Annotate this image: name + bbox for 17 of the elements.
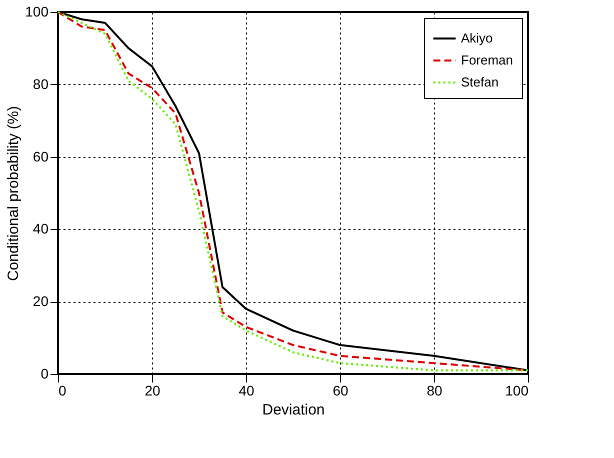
y-tick-label: 80 — [32, 76, 49, 92]
y-tick-label: 100 — [25, 4, 49, 20]
x-tick-label: 100 — [505, 382, 529, 398]
y-axis-title: Conditional probability (%) — [5, 106, 22, 282]
x-tick-label: 80 — [426, 382, 442, 398]
y-tick-label: 40 — [32, 220, 49, 237]
legend-label: Akiyo — [461, 30, 493, 46]
x-tick-label: 60 — [332, 382, 348, 398]
x-tick-label: 20 — [144, 382, 160, 398]
y-tick-label: 60 — [32, 148, 49, 164]
legend-label: Foreman — [461, 52, 514, 68]
y-tick-label: 0 — [40, 366, 49, 382]
y-tick-label: 20 — [32, 293, 49, 310]
x-tick-label: 0 — [58, 382, 66, 398]
legend-label: Stefan — [461, 74, 499, 90]
x-tick-label: 40 — [238, 382, 254, 398]
x-axis-title: Deviation — [262, 402, 325, 418]
